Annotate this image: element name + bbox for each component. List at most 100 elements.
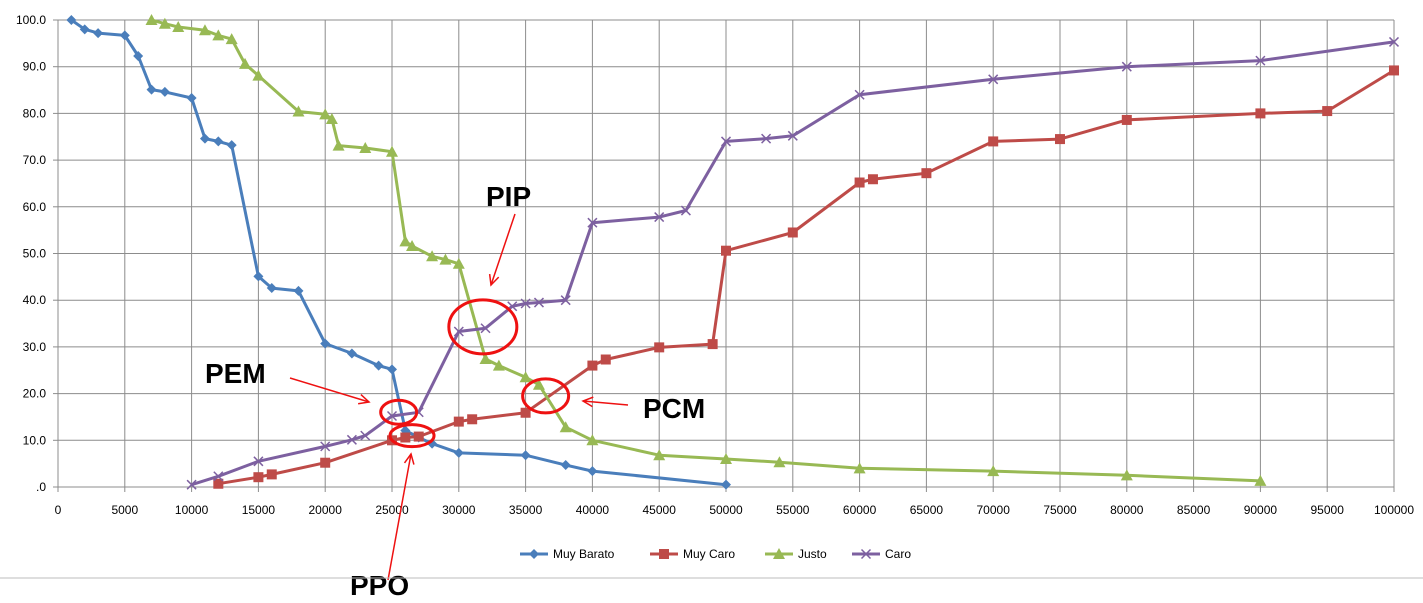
data-point-triangle xyxy=(252,69,265,81)
data-point-square xyxy=(721,245,731,256)
data-point-square xyxy=(400,432,411,443)
x-tick-label: 40000 xyxy=(576,503,610,517)
data-point-triangle xyxy=(198,24,211,36)
x-tick-label: 25000 xyxy=(375,503,409,517)
data-point-square xyxy=(213,478,224,489)
data-point-x-stroke xyxy=(186,479,197,490)
data-point-diamond xyxy=(133,50,144,61)
data-point-triangle xyxy=(586,434,599,446)
data-point-diamond xyxy=(587,466,598,477)
data-point-x-stroke xyxy=(787,130,798,141)
x-tick-label: 0 xyxy=(55,503,62,517)
data-point-square xyxy=(659,549,669,559)
data-point-x xyxy=(854,89,865,100)
y-tick-label: 30.0 xyxy=(23,340,47,354)
x-tick-label: 85000 xyxy=(1177,503,1211,517)
x-tick-label: 15000 xyxy=(242,503,276,517)
data-point-diamond xyxy=(387,364,397,375)
y-tick-label: 50.0 xyxy=(23,247,47,261)
y-tick-label: 90.0 xyxy=(23,60,47,74)
data-point-x-stroke xyxy=(587,217,598,228)
x-tick-label: 80000 xyxy=(1110,503,1144,517)
data-point-x xyxy=(1121,61,1132,72)
x-tick-label: 75000 xyxy=(1043,503,1077,517)
data-point-x xyxy=(560,295,571,306)
data-point-x xyxy=(988,74,999,85)
data-point-square xyxy=(854,177,865,188)
annotation-arrowhead-ppo xyxy=(403,452,415,465)
data-point-square xyxy=(467,414,478,425)
data-point-square xyxy=(1121,114,1132,125)
x-tick-label: 45000 xyxy=(643,503,677,517)
data-point-x xyxy=(1255,55,1266,66)
legend-item-justo: Justo xyxy=(765,547,827,561)
data-point-triangle xyxy=(325,113,338,125)
data-point-triangle xyxy=(399,235,412,247)
x-tick-label: 50000 xyxy=(709,503,743,517)
data-point-triangle xyxy=(519,371,532,383)
data-point-triangle xyxy=(532,378,545,390)
x-tick-label: 5000 xyxy=(111,503,138,517)
data-point-square xyxy=(921,168,932,179)
data-point-diamond xyxy=(320,338,331,349)
annotation-circle-pip xyxy=(447,298,519,356)
data-point-square xyxy=(413,431,424,442)
data-point-x xyxy=(186,479,197,490)
data-point-triangle xyxy=(292,105,305,117)
series-markers-justo xyxy=(145,14,1267,486)
data-point-triangle xyxy=(239,57,252,69)
data-point-x xyxy=(787,130,798,141)
data-point-x xyxy=(720,136,732,147)
annotation-circle-pem xyxy=(379,398,419,426)
data-point-triangle xyxy=(773,456,786,468)
data-point-square xyxy=(654,342,665,353)
data-point-triangle xyxy=(720,452,732,464)
data-point-diamond xyxy=(560,460,571,471)
series-line-muy-caro xyxy=(218,69,1395,486)
data-point-triangle xyxy=(426,250,439,262)
data-point-x xyxy=(860,548,872,560)
data-point-square xyxy=(787,227,798,238)
x-tick-label: 60000 xyxy=(843,503,877,517)
legend-label: Justo xyxy=(798,547,827,561)
x-tick-label: 10000 xyxy=(175,503,209,517)
data-point-x xyxy=(320,441,331,452)
legend-item-caro: Caro xyxy=(852,547,911,561)
annotation-arrowhead-pcm xyxy=(581,396,594,408)
data-point-triangle xyxy=(386,145,398,157)
data-point-x xyxy=(253,456,264,467)
x-tick-label: 95000 xyxy=(1311,503,1345,517)
data-point-triangle xyxy=(158,17,171,29)
y-tick-label: .0 xyxy=(36,480,46,494)
annotation-label-pem: PEM xyxy=(205,358,266,389)
data-point-x-stroke xyxy=(520,298,531,309)
data-point-x-stroke xyxy=(1121,61,1132,72)
y-tick-label: 40.0 xyxy=(23,293,47,307)
annotation-arrow-ppo xyxy=(387,453,412,581)
data-point-triangle xyxy=(359,141,372,153)
data-point-diamond xyxy=(119,30,130,41)
data-point-x xyxy=(1388,36,1400,47)
series-line-muy-barato xyxy=(70,18,727,487)
legend: Muy Barato Muy Caro Justo Caro xyxy=(520,547,911,561)
data-point-diamond xyxy=(159,86,170,97)
y-tick-label: 100.0 xyxy=(16,13,46,27)
data-point-triangle xyxy=(172,21,185,33)
x-tick-label: 35000 xyxy=(509,503,543,517)
data-point-triangle xyxy=(653,449,666,461)
y-tick-label: 20.0 xyxy=(23,387,47,401)
data-point-x-stroke xyxy=(654,212,665,223)
legend-item-muy-caro: Muy Caro xyxy=(650,547,735,561)
annotation-arrowhead-pem xyxy=(358,393,371,405)
y-tick-label: 80.0 xyxy=(23,106,47,120)
data-point-x xyxy=(520,298,531,309)
data-point-triangle xyxy=(773,548,785,559)
data-point-x xyxy=(386,410,398,422)
data-point-square xyxy=(587,360,598,371)
data-point-x-stroke xyxy=(480,323,491,334)
y-tick-label: 60.0 xyxy=(23,200,47,214)
data-point-diamond xyxy=(79,24,90,35)
data-point-triangle xyxy=(1254,474,1267,486)
data-point-x-stroke xyxy=(320,441,331,452)
